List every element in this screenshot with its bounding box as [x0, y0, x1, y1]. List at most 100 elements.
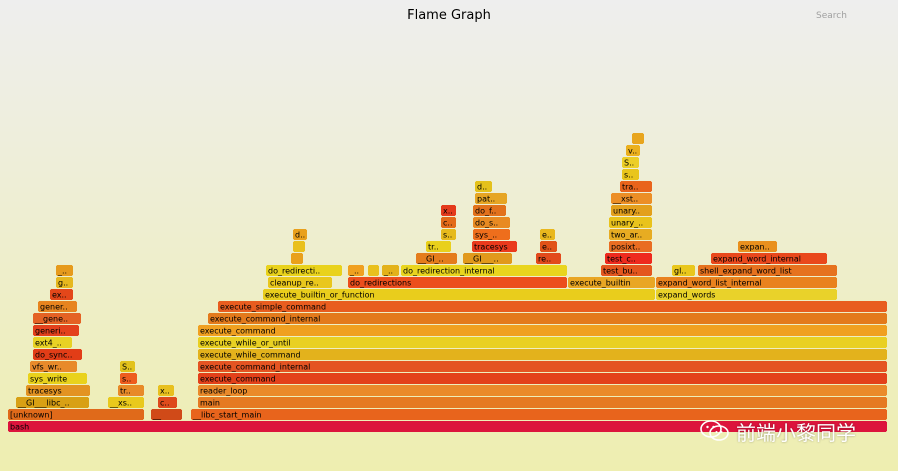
frame-execute-while-command[interactable]: execute_while_command — [198, 349, 887, 360]
frame-rect[interactable] — [711, 253, 827, 264]
frame-rect[interactable] — [30, 361, 77, 372]
frame-i[interactable] — [291, 253, 303, 264]
frame-vfs-write[interactable]: vfs_wr.. — [30, 361, 77, 372]
frame-expand-word-list-internal[interactable]: expand_word_list_internal — [656, 277, 837, 288]
frame--gi-lib2[interactable]: __GI___.. — [463, 253, 512, 264]
frame-rect[interactable] — [268, 277, 332, 288]
frame-shell-expand-word-list[interactable]: shell_expand_word_list — [698, 265, 837, 276]
frame-expand-word-internal[interactable]: expand_word_internal — [711, 253, 827, 264]
frame-rect[interactable] — [441, 205, 456, 216]
frame-rect[interactable] — [198, 337, 887, 348]
frame-unary-[interactable]: unary_.. — [609, 217, 652, 228]
search-button[interactable]: Search — [816, 11, 847, 21]
frame-rect[interactable] — [441, 217, 456, 228]
frame-rect[interactable] — [656, 277, 837, 288]
frame-e[interactable]: e.. — [540, 241, 557, 252]
frame-rect[interactable] — [33, 349, 82, 360]
frame-do-sy[interactable]: do_s.. — [473, 217, 510, 228]
frame-test-com[interactable]: test_c.. — [605, 253, 652, 264]
frame--[interactable]: _.. — [348, 265, 364, 276]
frame-tra[interactable]: tr.. — [426, 241, 451, 252]
frame-gene[interactable]: __gene.. — [33, 313, 81, 324]
frame-i2[interactable] — [293, 241, 305, 252]
frame-rect[interactable] — [472, 241, 517, 252]
frame-rect[interactable] — [118, 385, 144, 396]
frame-rect[interactable] — [426, 241, 451, 252]
frame--gi-libc-write[interactable]: __GI___libc_.. — [16, 397, 89, 408]
frame-red[interactable]: re.. — [536, 253, 561, 264]
frame-rect[interactable] — [738, 241, 777, 252]
frame-execute-builtin-or-function[interactable]: execute_builtin_or_function — [263, 289, 655, 300]
frame-rect[interactable] — [33, 337, 72, 348]
frame-rect[interactable] — [26, 385, 90, 396]
frame-execute-simple-command[interactable]: execute_simple_command — [218, 301, 887, 312]
frame-rect[interactable] — [198, 361, 887, 372]
frame-sys-o[interactable]: sys_.. — [473, 229, 510, 240]
frame-do-redirections2[interactable]: do_redirecti.. — [266, 265, 342, 276]
frame-expand-words[interactable]: expand_words — [656, 289, 837, 300]
frame-sy[interactable]: S.. — [622, 157, 639, 168]
frame-rect[interactable] — [198, 397, 887, 408]
frame-rect[interactable] — [293, 229, 307, 240]
frame-rect[interactable] — [8, 421, 887, 432]
frame-expan[interactable]: expan.. — [738, 241, 777, 252]
frame-do-redirection-internal[interactable]: do_redirection_internal — [401, 265, 567, 276]
frame--[interactable]: _.. — [56, 265, 73, 276]
frame-d[interactable]: d.. — [293, 229, 307, 240]
frame-tracesys2[interactable]: tr.. — [118, 385, 144, 396]
frame-rect[interactable] — [38, 301, 77, 312]
frame-rect[interactable] — [568, 277, 655, 288]
frame-rect[interactable] — [198, 349, 887, 360]
frame-rect[interactable] — [28, 373, 87, 384]
frame-rect[interactable] — [473, 217, 510, 228]
frame-rect[interactable] — [108, 397, 144, 408]
frame-sys-write[interactable]: sys_write — [28, 373, 87, 384]
frame-rect[interactable] — [609, 241, 652, 252]
frame-posixt[interactable]: posixt.. — [609, 241, 652, 252]
frame-rect[interactable] — [368, 265, 379, 276]
frame-rect[interactable] — [8, 409, 144, 420]
frame-rect[interactable] — [33, 325, 79, 336]
frame--b[interactable] — [368, 265, 379, 276]
frame-tracesys3[interactable]: tracesys — [472, 241, 517, 252]
frame-rect[interactable] — [198, 325, 887, 336]
frame-rect[interactable] — [611, 205, 652, 216]
frame-two-ar[interactable]: two_ar.. — [609, 229, 652, 240]
frame-rect[interactable] — [151, 409, 182, 420]
frame-rect[interactable] — [348, 277, 567, 288]
frame-rect[interactable] — [620, 181, 652, 192]
frame-rect[interactable] — [198, 385, 887, 396]
frame-rect[interactable] — [191, 409, 887, 420]
frame-execute-builtin[interactable]: execute_builtin — [568, 277, 655, 288]
frame-u[interactable] — [632, 133, 644, 144]
frame-rect[interactable] — [266, 265, 342, 276]
frame--unknown-[interactable]: [unknown] — [8, 409, 144, 420]
frame-rect[interactable] — [348, 265, 364, 276]
frame-rect[interactable] — [463, 253, 512, 264]
frame-rect[interactable] — [672, 265, 695, 276]
frame-rect[interactable] — [208, 313, 887, 324]
frame-rect[interactable] — [293, 241, 305, 252]
frame-rect[interactable] — [540, 229, 555, 240]
frame-rect[interactable] — [56, 277, 73, 288]
frame-rect[interactable] — [622, 169, 639, 180]
frame-rect[interactable] — [626, 145, 640, 156]
frame-rect[interactable] — [609, 217, 652, 228]
frame-rect[interactable] — [601, 265, 652, 276]
frame-test-builtin[interactable]: test_bu.. — [601, 265, 652, 276]
frame-rect[interactable] — [120, 361, 135, 372]
frame-gl[interactable]: gl.. — [672, 265, 695, 276]
frame-rect[interactable] — [441, 229, 456, 240]
frame-rect[interactable] — [218, 301, 887, 312]
frame-rect[interactable] — [605, 253, 652, 264]
frame-ext4-f[interactable]: ext4_.. — [33, 337, 72, 348]
frame-execute-command-internal[interactable]: execute_command_internal — [198, 361, 887, 372]
frame-rect[interactable] — [632, 133, 644, 144]
frame-reader-loop[interactable]: reader_loop — [198, 385, 887, 396]
frame-cleanup-redirects[interactable]: cleanup_re.. — [268, 277, 332, 288]
frame-rect[interactable] — [158, 385, 174, 396]
frame--c[interactable]: _.. — [382, 265, 399, 276]
frame-gener[interactable]: gener.. — [38, 301, 77, 312]
frame-generi[interactable]: generi.. — [33, 325, 79, 336]
frame-rect[interactable] — [473, 229, 510, 240]
